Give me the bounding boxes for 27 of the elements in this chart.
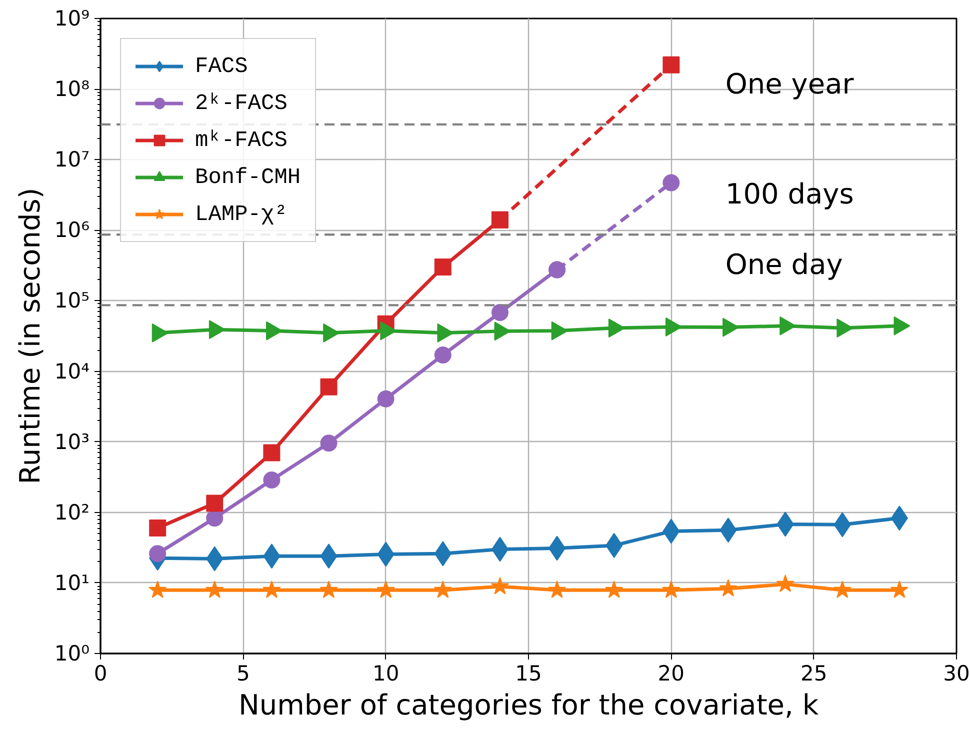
- ref-line-label: 100 days: [725, 177, 854, 210]
- y-tick-label: 10⁵: [54, 288, 90, 313]
- x-tick-label: 15: [515, 662, 542, 686]
- y-tick-label: 10⁶: [54, 218, 90, 242]
- x-tick-label: 0: [94, 662, 108, 686]
- x-tick-label: 30: [943, 662, 970, 686]
- ref-line-label: One year: [725, 67, 854, 100]
- y-tick-label: 10¹: [54, 570, 90, 595]
- y-tick-label: 10⁹: [54, 6, 90, 30]
- y-axis-title: Runtime (in seconds): [13, 188, 46, 484]
- x-tick-label: 20: [658, 662, 685, 686]
- ref-line-label: One day: [725, 248, 843, 282]
- y-tick-label: 10²: [54, 500, 90, 524]
- y-tick-label: 10³: [54, 430, 90, 454]
- x-axis-title: Number of categories for the covariate, k: [238, 688, 820, 722]
- x-tick-label: 5: [236, 662, 250, 686]
- legend-label: 2ᵏ-FACS: [195, 90, 288, 116]
- x-tick-label: 10: [372, 662, 400, 686]
- y-tick-label: 10⁰: [54, 642, 90, 666]
- legend-label: LAMP-χ²: [195, 202, 288, 226]
- legend-label: mᵏ-FACS: [195, 128, 288, 152]
- y-tick-label: 10⁷: [54, 148, 90, 172]
- y-tick-label: 10⁴: [54, 359, 90, 384]
- legend-label: Bonf-CMH: [195, 164, 301, 190]
- x-tick-label: 25: [800, 662, 828, 686]
- y-tick-label: 10⁸: [54, 77, 90, 102]
- legend-label: FACS: [195, 54, 248, 78]
